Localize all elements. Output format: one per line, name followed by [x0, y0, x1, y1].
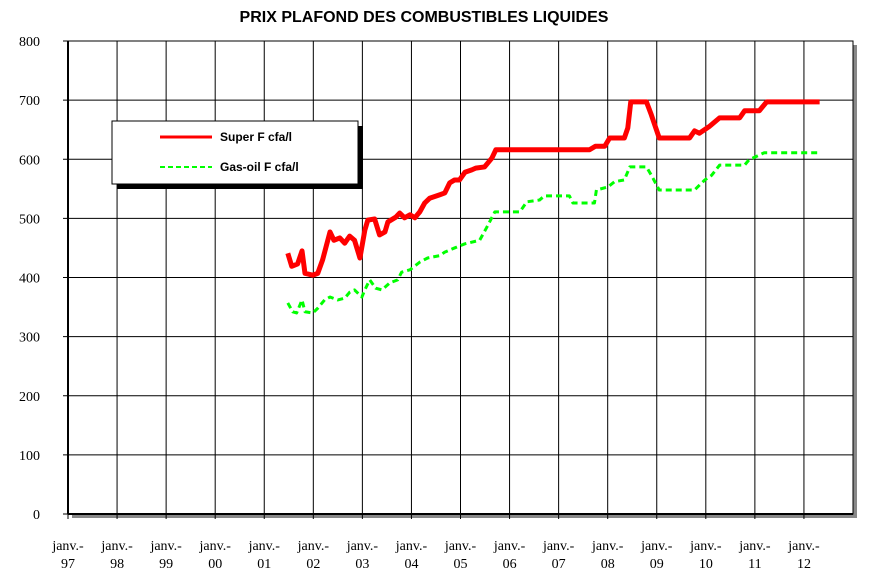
- x-tick-label-line: 99: [159, 557, 173, 572]
- x-tick-label-line: 98: [110, 557, 124, 572]
- x-tick-label-line: janv.-: [149, 539, 182, 554]
- x-tick-label-line: janv.-: [248, 539, 281, 554]
- x-tick-label: janv.- 08: [591, 539, 624, 572]
- y-tick-label: 500: [19, 212, 40, 227]
- x-tick-label: janv.- 00: [199, 539, 232, 572]
- x-tick-label-line: 11: [748, 557, 761, 572]
- x-tick-label-line: 01: [257, 557, 271, 572]
- y-tick-label: 800: [19, 35, 40, 50]
- x-tick-label: janv.- 12: [787, 539, 820, 572]
- y-tick-label: 100: [19, 449, 40, 464]
- x-tick-label: janv.- 99: [149, 539, 182, 572]
- x-tick-label: janv.- 97: [51, 539, 84, 572]
- x-tick-label-line: 04: [404, 557, 418, 572]
- x-tick-label: janv.- 04: [395, 539, 428, 572]
- series-line: [285, 99, 820, 278]
- x-tick-label: janv.- 05: [444, 539, 477, 572]
- x-tick-label-line: janv.-: [689, 539, 722, 554]
- x-tick-label: janv.- 11: [738, 539, 771, 572]
- x-tick-label-line: janv.-: [787, 539, 820, 554]
- x-tick-label-line: janv.-: [591, 539, 624, 554]
- x-tick-label: janv.- 07: [542, 539, 575, 572]
- x-tick-label-line: janv.-: [738, 539, 771, 554]
- x-tick-label: janv.- 10: [689, 539, 722, 572]
- legend-label: Super F cfa/l: [220, 130, 292, 144]
- x-tick-label-line: janv.-: [51, 539, 84, 554]
- x-tick-label-line: janv.-: [444, 539, 477, 554]
- x-tick-label-line: 12: [797, 557, 811, 572]
- x-tick-label-line: janv.-: [100, 539, 133, 554]
- x-tick-label-line: janv.-: [199, 539, 232, 554]
- x-tick-label: janv.- 09: [640, 539, 673, 572]
- y-tick-label: 300: [19, 331, 40, 346]
- chart-title: PRIX PLAFOND DES COMBUSTIBLES LIQUIDES: [240, 9, 609, 26]
- legend-label: Gas-oil F cfa/l: [220, 160, 299, 174]
- x-tick-label-line: 00: [208, 557, 222, 572]
- x-tick-label-line: 07: [552, 557, 566, 572]
- x-tick-label-line: 08: [601, 557, 615, 572]
- x-tick-label-line: janv.-: [542, 539, 575, 554]
- x-tick-label-line: 02: [306, 557, 320, 572]
- x-tick-label: janv.- 02: [297, 539, 330, 572]
- y-tick-label: 700: [19, 94, 40, 109]
- y-tick-label: 0: [33, 508, 40, 523]
- x-tick-label-line: 10: [699, 557, 713, 572]
- x-tick-label-line: 03: [355, 557, 369, 572]
- x-tick-label-line: 05: [454, 557, 468, 572]
- y-tick-label: 400: [19, 272, 40, 287]
- y-tick-label: 200: [19, 390, 40, 405]
- x-tick-label-line: 09: [650, 557, 664, 572]
- x-tick-label: janv.- 01: [248, 539, 281, 572]
- x-tick-label: janv.- 98: [100, 539, 133, 572]
- x-tick-label-line: janv.-: [346, 539, 379, 554]
- y-tick-label: 600: [19, 153, 40, 168]
- x-tick-label-line: 97: [61, 557, 75, 572]
- legend: [111, 120, 359, 185]
- x-tick-label-line: janv.-: [297, 539, 330, 554]
- x-tick-label: janv.- 03: [346, 539, 379, 572]
- x-tick-label-line: 06: [503, 557, 517, 572]
- x-tick-label-line: janv.-: [640, 539, 673, 554]
- x-tick-label-line: janv.-: [493, 539, 526, 554]
- x-tick-label: janv.- 06: [493, 539, 526, 572]
- x-tick-label-line: janv.-: [395, 539, 428, 554]
